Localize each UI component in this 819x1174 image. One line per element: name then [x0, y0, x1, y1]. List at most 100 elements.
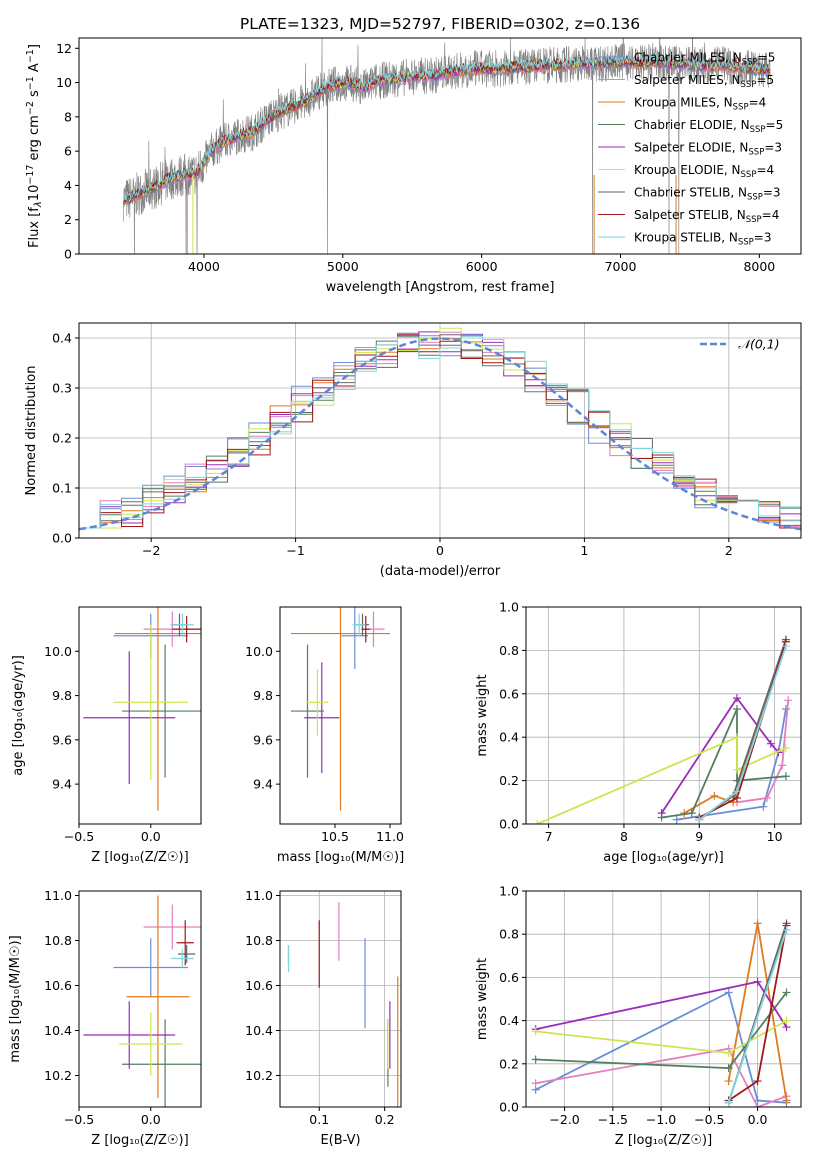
mass-weight-marker: [531, 1055, 540, 1064]
error-bar-point: [126, 895, 190, 1098]
y-tick-label: 10.6: [245, 978, 273, 993]
mass-weight-marker: [724, 1098, 733, 1107]
mass-weight-marker: [778, 761, 787, 770]
mass-weight-marker: [531, 1027, 540, 1036]
error-bar-point: [170, 949, 194, 968]
mass-weight-marker: [724, 1049, 733, 1057]
legend-label-name: Kroupa ELODIE, N: [634, 163, 741, 177]
legend-label-n: =4: [762, 208, 780, 222]
y-tick-label: 0.2: [52, 431, 72, 446]
x-tick-label: 1: [580, 543, 588, 558]
legend-label-sub: SSP: [741, 80, 757, 90]
x-axis-label: Z [log₁₀(Z/Z☉)]: [91, 850, 188, 865]
y-tick-label: 6: [64, 144, 72, 159]
weight_vs_Z-frame: [525, 890, 802, 1108]
legend-label: Kroupa MILES, NSSP=4: [634, 96, 766, 113]
legend-label-n: =3: [754, 231, 772, 245]
mass-weight-marker: [732, 765, 741, 774]
x-axis-label: mass [log₁₀(M/M☉)]: [277, 850, 404, 865]
y-tick-label: 10.2: [44, 1068, 72, 1083]
y-axis-label: mass weight: [475, 674, 490, 756]
error-bar-point: [113, 624, 189, 780]
x-tick-label: 8000: [743, 259, 775, 274]
legend-label-sub: SSP: [746, 215, 762, 225]
mass-weight-marker: [753, 919, 762, 928]
mass-weight-marker: [710, 791, 719, 800]
y-tick-label: 9.4: [253, 777, 273, 792]
legend-label-n: =4: [749, 96, 767, 110]
error-bar-point: [113, 938, 189, 997]
legend-label: Chabrier STELIB, NSSP=3: [634, 186, 781, 203]
y-axis-label-part: −2: [25, 101, 36, 115]
legend-label-n: =5: [756, 73, 774, 87]
legend-label: Chabrier MILES, NSSP=5: [634, 51, 775, 68]
legend-label-sub: SSP: [750, 125, 766, 135]
x-tick-label: −0.5: [694, 1112, 724, 1127]
legend-label: Kroupa STELIB, NSSP=3: [634, 231, 772, 248]
error-bar-point: [291, 644, 324, 778]
legend-label-n: =5: [758, 51, 776, 65]
legend-label-name: Salpeter ELODIE, N: [634, 141, 748, 155]
legend-label-sub: SSP: [741, 170, 757, 180]
mass-weight-line: [698, 641, 787, 819]
mass-weight-marker: [531, 1079, 540, 1088]
y-tick-label: 1.0: [499, 600, 519, 615]
y-axis-label-part: 10: [27, 185, 42, 202]
x-axis-label: age [log₁₀(age/yr)]: [603, 850, 724, 865]
y-tick-label: 12: [56, 41, 72, 56]
error-bar-point: [304, 662, 340, 774]
error-bar-point: [122, 1019, 201, 1107]
legend-label-name: Salpeter MILES, N: [634, 73, 741, 87]
mass-weight-marker: [533, 820, 542, 824]
y-axis-label-part: erg cm: [27, 115, 42, 164]
mass-weight-marker: [732, 694, 741, 703]
mass_vs_Z-plot-area: [83, 895, 201, 1107]
y-tick-label: 0.2: [499, 1056, 519, 1071]
legend-label-name: Kroupa STELIB, N: [634, 231, 738, 245]
mass-weight-marker: [753, 1077, 762, 1086]
x-tick-label: 4000: [188, 259, 220, 274]
y-tick-label: 2: [64, 212, 72, 227]
mass-weight-marker: [724, 1064, 733, 1073]
y-axis-label-part: λ: [33, 201, 44, 208]
y-axis-label-part: ]: [27, 44, 42, 49]
x-tick-label: −0.5: [64, 1112, 94, 1127]
y-tick-label: 10.8: [245, 933, 273, 948]
y-axis-label-part: −1: [25, 76, 36, 90]
mass-weight-marker: [753, 977, 762, 986]
y-axis-label: age [log₁₀(age/yr)]: [11, 655, 26, 776]
y-axis-label-part: −1: [25, 49, 36, 63]
mass-weight-marker: [732, 733, 741, 742]
x-tick-label: 0.0: [141, 829, 161, 844]
age_vs_Z-frame: [78, 606, 202, 825]
mass-weight-marker: [732, 787, 741, 796]
mass-weight-marker: [782, 1096, 791, 1105]
legend-label-n: =5: [766, 118, 784, 132]
legend-label-n: =3: [764, 141, 782, 155]
legend-label-sub: SSP: [738, 238, 754, 248]
mass-weight-marker: [784, 696, 793, 705]
x-axis-label: E(B-V): [320, 1133, 360, 1148]
weight_vs_age-panel: 7 8 9 10 0.0 0.2 0.4 0.6 0.8 1.0 age [log₁₀(age/yr…: [475, 600, 802, 865]
age_vs_mass-panel: 10.5 11.0 9.4 9.6 9.8 10.0 mass [log₁₀(M/M☉)]: [245, 606, 404, 865]
y-tick-label: 0.4: [52, 331, 72, 346]
y-axis-label: Flux [fλ10−17 erg cm−2 s−1 A−1]: [25, 44, 44, 248]
y-tick-label: 9.8: [253, 688, 273, 703]
y-tick-label: 0.2: [499, 773, 519, 788]
mass-weight-marker: [759, 802, 768, 811]
x-tick-label: 0.0: [748, 1112, 768, 1127]
residual-histogram: [79, 327, 801, 538]
error-bar-point: [176, 920, 194, 966]
mass-weight-marker: [763, 793, 772, 802]
x-tick-label: 0: [436, 543, 444, 558]
panels: 4000 5000 6000 7000 8000024681012wavelength …: [8, 37, 802, 1148]
x-axis-label: Z [log₁₀(Z/Z☉)]: [615, 1133, 712, 1148]
weight_vs_Z-plot-area: [531, 919, 791, 1107]
mass-weight-line: [676, 708, 787, 821]
error-bar-point: [291, 607, 390, 811]
mass-weight-marker: [781, 642, 790, 651]
y-axis-label: mass [log₁₀(M/M☉)]: [8, 935, 23, 1062]
x-tick-label: −2: [142, 543, 160, 558]
y-tick-label: 10.2: [245, 1068, 273, 1083]
y-tick-label: 10: [56, 75, 72, 90]
